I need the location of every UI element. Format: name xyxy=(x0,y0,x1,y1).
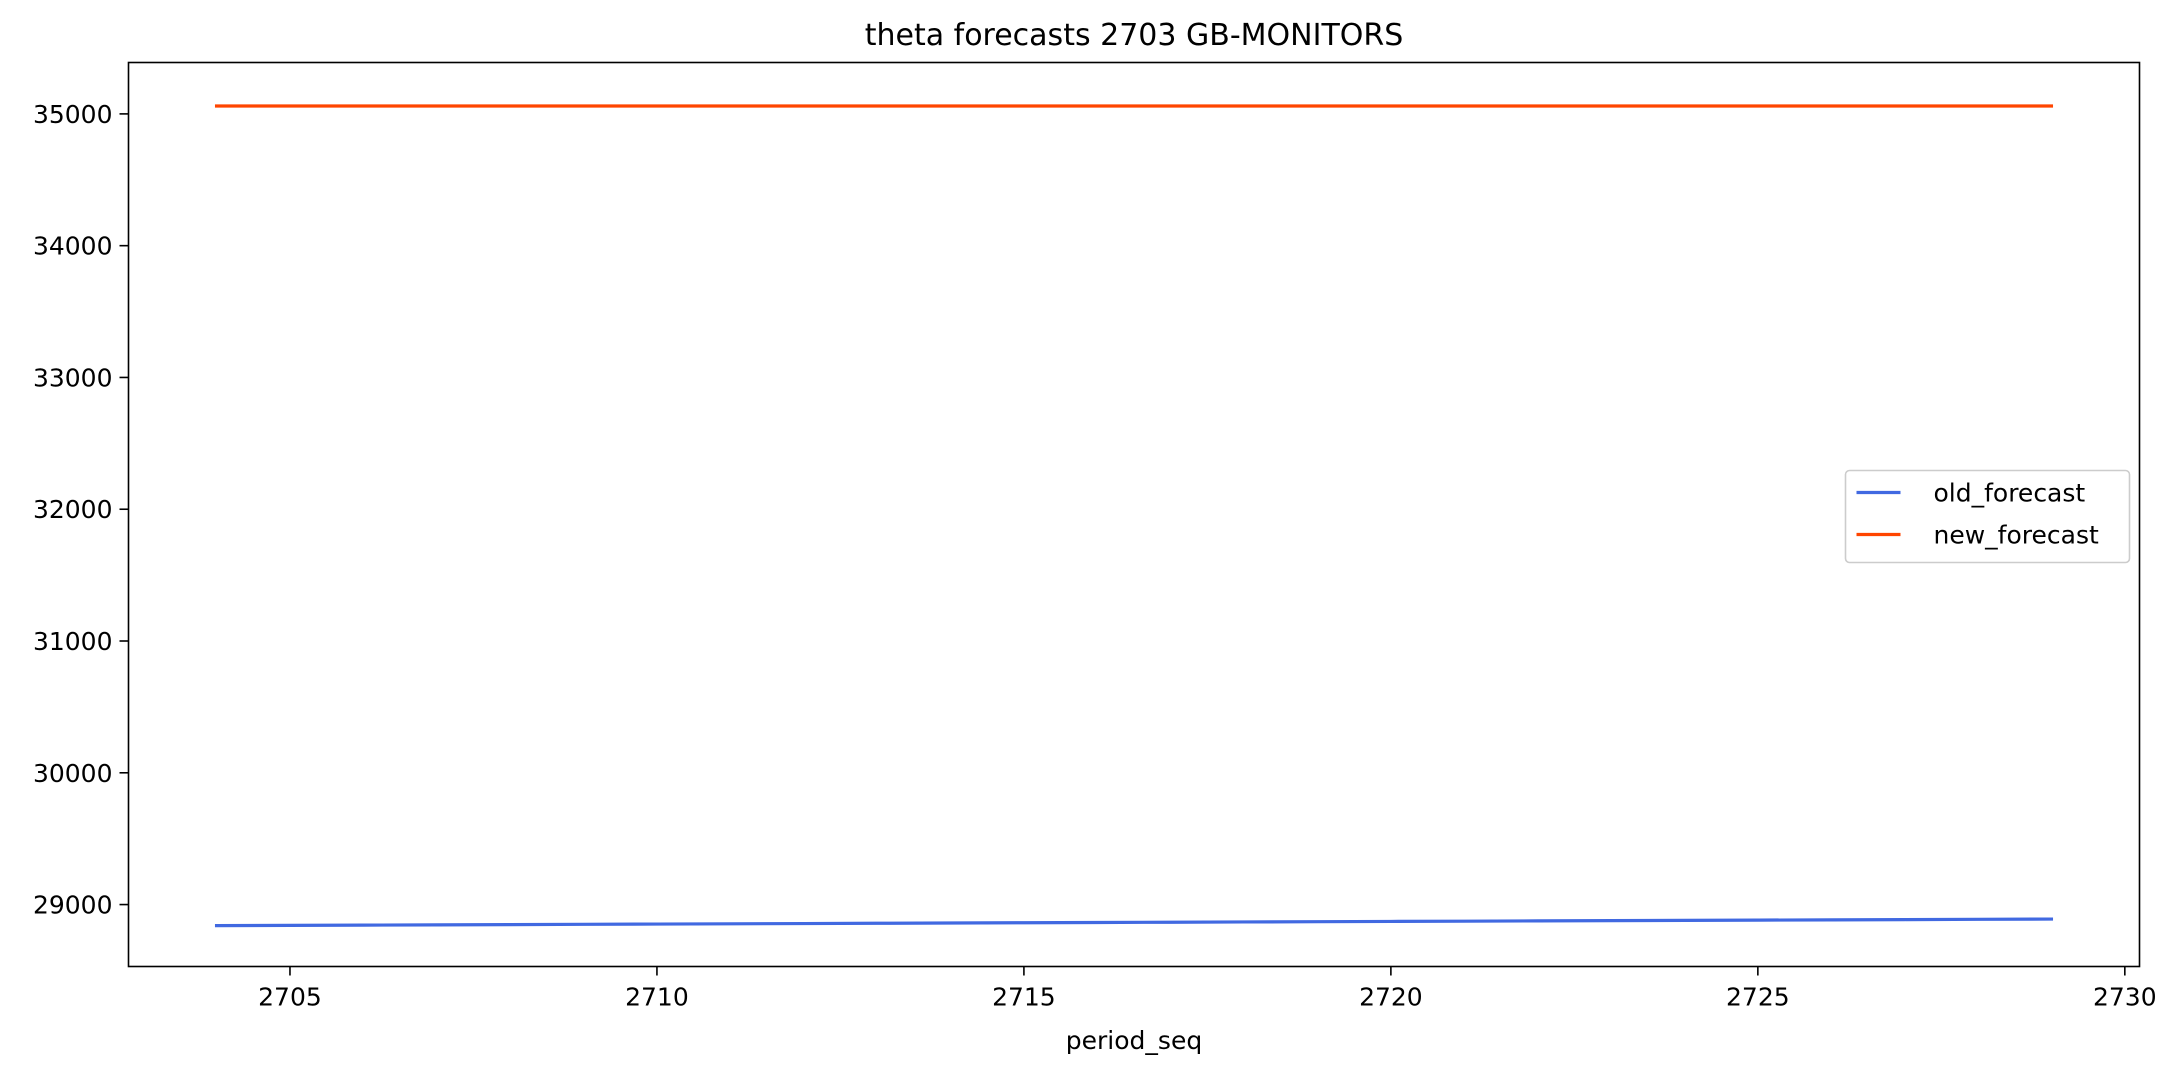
y-tick-label: 35000 xyxy=(33,100,113,129)
x-tick-label: 2710 xyxy=(625,983,689,1012)
legend: old_forecast new_forecast xyxy=(1844,469,2131,564)
legend-box xyxy=(1844,469,2131,564)
x-tick-label: 2705 xyxy=(258,983,322,1012)
y-tick-label: 34000 xyxy=(33,232,113,261)
y-tick-label: 32000 xyxy=(33,495,113,524)
y-tick-label: 31000 xyxy=(33,627,113,656)
series-line-old-forecast xyxy=(214,917,2054,928)
x-tick-label: 2715 xyxy=(992,983,1056,1012)
chart-title: theta forecasts 2703 GB-MONITORS xyxy=(865,18,1404,53)
x-tick-label: 2720 xyxy=(1359,983,1423,1012)
y-tick-label: 30000 xyxy=(33,759,113,788)
x-axis-label: period_seq xyxy=(1066,1026,1202,1055)
legend-label: old_forecast xyxy=(1934,479,2086,508)
series-layer xyxy=(214,104,2054,928)
axes-layer: 2705 2710 2715 2720 2725 2730 29000 30000 31000 3… xyxy=(33,100,2157,1012)
y-tick-label: 33000 xyxy=(33,363,113,392)
plot-frame xyxy=(127,61,2141,968)
legend-label: new_forecast xyxy=(1934,521,2099,550)
x-tick-label: 2730 xyxy=(2093,983,2157,1012)
y-tick-label: 29000 xyxy=(33,891,113,920)
x-tick-label: 2725 xyxy=(1726,983,1790,1012)
